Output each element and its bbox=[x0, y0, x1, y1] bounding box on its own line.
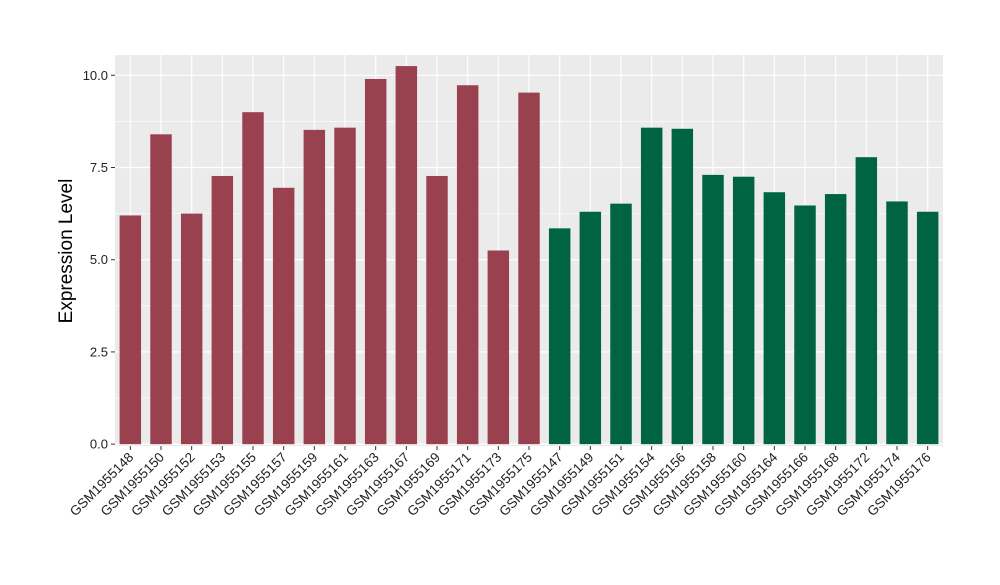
bar-GSM1955164 bbox=[763, 192, 786, 445]
bar-GSM1955155 bbox=[242, 112, 264, 445]
bar-GSM1955173 bbox=[487, 250, 510, 445]
y-tick-label: 0.0 bbox=[90, 437, 108, 452]
y-tick-label: 7.5 bbox=[90, 160, 108, 175]
bar-GSM1955174 bbox=[886, 201, 908, 445]
bar-GSM1955161 bbox=[334, 127, 356, 445]
bar-GSM1955148 bbox=[119, 215, 142, 445]
bar-GSM1955156 bbox=[671, 128, 694, 445]
bar-GSM1955166 bbox=[794, 205, 816, 445]
bar-GSM1955168 bbox=[824, 194, 847, 445]
y-tick-label: 5.0 bbox=[90, 252, 108, 267]
x-axis: GSM1955148GSM1955150GSM1955152GSM1955153… bbox=[67, 446, 934, 519]
bar-GSM1955158 bbox=[702, 174, 724, 445]
bar-GSM1955159 bbox=[303, 129, 326, 445]
y-axis: 0.0 2.5 5.0 7.5 10.0 bbox=[83, 68, 115, 452]
y-tick-label: 10.0 bbox=[83, 68, 108, 83]
bar-GSM1955167 bbox=[395, 66, 418, 445]
y-axis-title: Expression Level bbox=[56, 179, 77, 324]
bar-GSM1955153 bbox=[211, 175, 234, 445]
bar-GSM1955147 bbox=[548, 228, 571, 445]
bar-GSM1955151 bbox=[610, 203, 632, 445]
bar-GSM1955157 bbox=[272, 187, 295, 445]
bar-GSM1955175 bbox=[518, 92, 540, 445]
bar-GSM1955154 bbox=[640, 127, 663, 445]
y-tick-label: 2.5 bbox=[90, 344, 108, 359]
bar-GSM1955176 bbox=[916, 211, 939, 445]
bar-GSM1955169 bbox=[426, 175, 448, 445]
bar-GSM1955152 bbox=[180, 213, 203, 445]
bar-GSM1955150 bbox=[150, 134, 172, 445]
bar-GSM1955163 bbox=[364, 78, 387, 445]
bar-GSM1955149 bbox=[579, 211, 602, 445]
bar-GSM1955172 bbox=[855, 157, 878, 445]
bar-GSM1955160 bbox=[732, 176, 755, 445]
bar-GSM1955171 bbox=[456, 85, 479, 445]
bars bbox=[119, 66, 939, 445]
